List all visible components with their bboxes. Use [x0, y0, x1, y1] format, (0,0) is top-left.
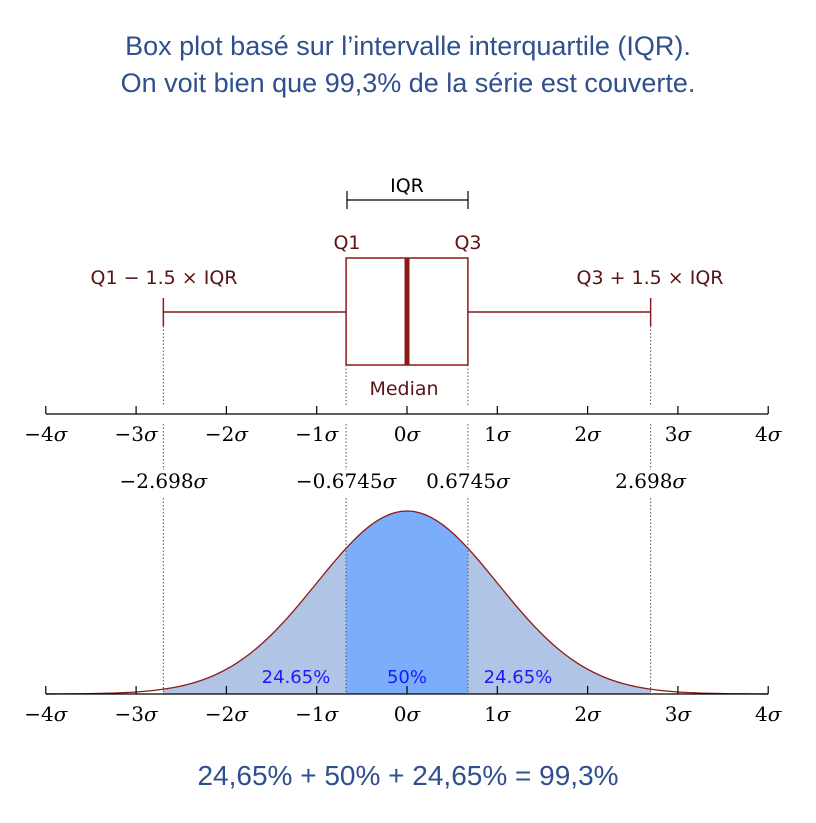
upper-whisker-label: Q3 + 1.5 × IQR — [576, 267, 723, 289]
upper-axis: −4σ −3σ −2σ −1σ 0σ 1σ 2σ 3σ 4σ — [24, 406, 783, 446]
lower-whisker-label: Q1 − 1.5 × IQR — [90, 267, 237, 289]
upper-axis-tick-label-7: 3σ — [665, 422, 693, 446]
left-percent-label: 24.65% — [262, 667, 331, 688]
upper-axis-tick-label-2: −2σ — [205, 422, 249, 446]
box-plot: Q1 Q3 Q1 − 1.5 × IQR Q3 + 1.5 × IQR Medi… — [90, 232, 723, 400]
lower-axis-tick-label-5: 1σ — [484, 702, 512, 726]
median-label: Median — [369, 378, 438, 400]
iqr-label: IQR — [390, 175, 424, 197]
lower-axis-tick-label-7: 3σ — [665, 702, 693, 726]
sum-equation: 24,65% + 50% + 24,65% = 99,3% — [0, 760, 816, 792]
lower-axis-tick-label-4: 0σ — [394, 702, 422, 726]
lower-axis-tick-label-8: 4σ — [755, 702, 783, 726]
upper-axis-tick-label-0: −4σ — [24, 422, 68, 446]
upper-axis-tick-label-6: 2σ — [574, 422, 602, 446]
right-percent-label: 24.65% — [484, 667, 553, 688]
upper-axis-tick-label-4: 0σ — [394, 422, 422, 446]
iqr-bracket: IQR — [347, 175, 468, 209]
lower-axis-tick-label-6: 2σ — [574, 702, 602, 726]
upper-axis-tick-label-1: −3σ — [115, 422, 159, 446]
lower-axis-tick-label-1: −3σ — [115, 702, 159, 726]
normal-distribution: 24.65% 50% 24.65% — [46, 511, 768, 694]
upper-axis-tick-label-8: 4σ — [755, 422, 783, 446]
marker-label-2: 0.6745σ — [426, 469, 511, 493]
lower-axis-tick-label-0: −4σ — [24, 702, 68, 726]
sigma-marker-labels: −2.698σ −0.6745σ 0.6745σ 2.698σ — [120, 469, 688, 493]
upper-axis-tick-label-5: 1σ — [484, 422, 512, 446]
marker-label-0: −2.698σ — [120, 469, 209, 493]
lower-axis-tick-label-3: −1σ — [295, 702, 339, 726]
q1-label: Q1 — [333, 232, 360, 254]
q3-label: Q3 — [454, 232, 481, 254]
lower-axis-tick-label-2: −2σ — [205, 702, 249, 726]
upper-axis-tick-label-3: −1σ — [295, 422, 339, 446]
marker-label-1: −0.6745σ — [296, 469, 398, 493]
center-percent-label: 50% — [387, 667, 427, 688]
marker-label-3: 2.698σ — [615, 469, 687, 493]
